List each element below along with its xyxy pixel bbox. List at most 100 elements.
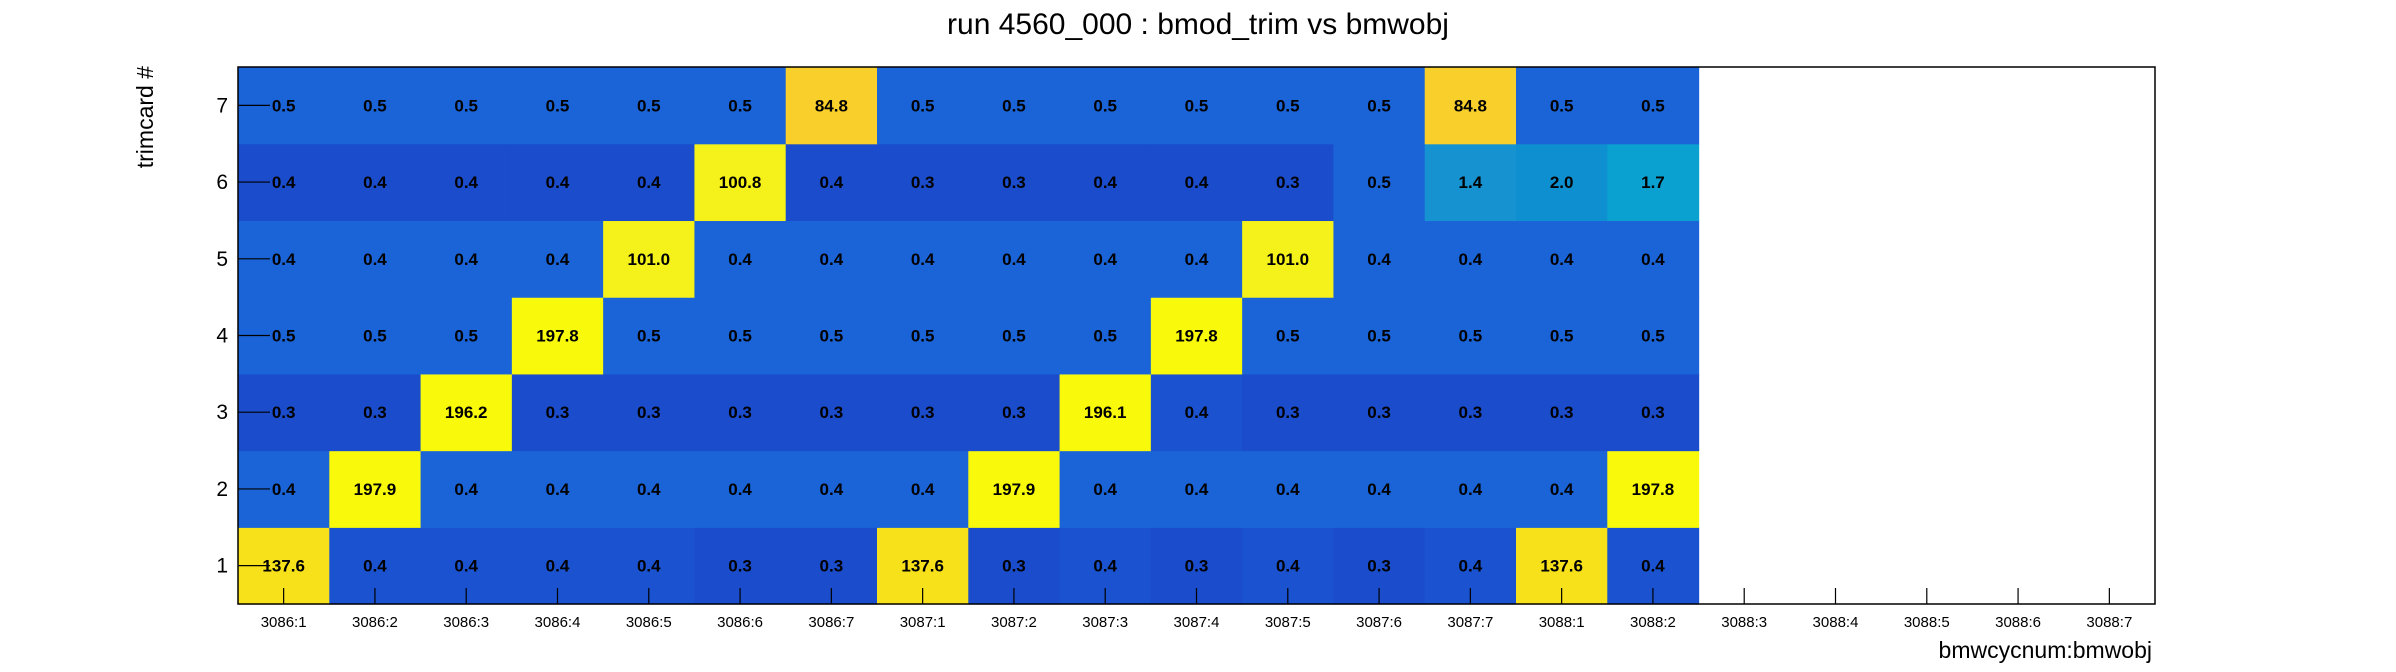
- cell-value-label: 0.5: [820, 327, 844, 346]
- cell-value-label: 0.4: [637, 173, 661, 192]
- cell-value-label: 0.5: [1093, 96, 1117, 115]
- cell-value-label: 0.4: [728, 480, 752, 499]
- cell-value-label: 0.4: [1185, 173, 1209, 192]
- heatmap-cell: [1424, 450, 1517, 528]
- heatmap-cell: [1424, 220, 1517, 298]
- cell-value-label: 0.5: [1185, 96, 1209, 115]
- cell-value-label: 0.5: [1550, 96, 1574, 115]
- cell-value-label: 0.4: [637, 480, 661, 499]
- heatmap-cell: [603, 373, 696, 452]
- heatmap-cell: [420, 373, 513, 452]
- cell-value-label: 0.5: [1002, 96, 1026, 115]
- cell-value-label: 197.8: [1632, 480, 1675, 499]
- heatmap-cell: [511, 143, 604, 222]
- x-tick-label: 3087:7: [1447, 614, 1493, 631]
- heatmap-cell: [603, 143, 696, 222]
- heatmap-cell: [877, 373, 969, 452]
- heatmap-cell: [1242, 220, 1335, 298]
- heatmap-cell: [1333, 297, 1426, 375]
- heatmap-cell: [785, 373, 878, 452]
- cell-value-label: 196.1: [1084, 403, 1127, 422]
- cell-value-label: 197.8: [1175, 327, 1218, 346]
- cell-value-label: 1.7: [1641, 173, 1665, 192]
- heatmap-cell: [1424, 297, 1517, 375]
- heatmap-cell: [329, 450, 422, 528]
- cell-value-label: 0.4: [546, 250, 570, 269]
- cell-value-label: 0.5: [1367, 96, 1391, 115]
- chart-title: run 4560_000 : bmod_trim vs bmwobj: [947, 8, 1449, 41]
- heatmap-cell: [785, 67, 878, 145]
- heatmap-cell: [1516, 220, 1608, 298]
- heatmap-cell: [694, 373, 787, 452]
- heatmap-cell: [1424, 373, 1517, 452]
- cell-value-label: 0.4: [454, 250, 478, 269]
- cell-value-label: 0.5: [1367, 327, 1391, 346]
- heatmap-cell: [420, 220, 513, 298]
- y-tick-label: 4: [216, 325, 228, 348]
- cell-value-label: 84.8: [815, 96, 848, 115]
- cell-value-label: 0.5: [637, 327, 661, 346]
- heatmap-cell: [1607, 143, 1700, 222]
- cell-value-label: 0.4: [728, 250, 752, 269]
- heatmap-cell: [329, 220, 422, 298]
- cell-value-label: 0.3: [637, 403, 661, 422]
- cell-value-label: 84.8: [1454, 96, 1487, 115]
- heatmap-cell: [1242, 450, 1335, 528]
- heatmap-cell: [785, 220, 878, 298]
- cell-value-label: 0.4: [1459, 250, 1483, 269]
- cell-value-label: 0.4: [820, 480, 844, 499]
- cell-value-label: 0.3: [363, 403, 387, 422]
- cell-value-label: 137.6: [901, 557, 944, 576]
- heatmap-cell: [877, 143, 969, 222]
- cell-value-label: 101.0: [628, 250, 671, 269]
- heatmap-cell: [1424, 67, 1517, 145]
- cell-value-label: 0.5: [911, 327, 935, 346]
- heatmap-cell: [1333, 67, 1426, 145]
- heatmap-cell: [1607, 297, 1700, 375]
- cell-value-label: 0.3: [272, 403, 296, 422]
- cell-value-label: 0.4: [1550, 250, 1574, 269]
- cell-value-label: 0.5: [454, 327, 478, 346]
- cell-value-label: 0.5: [1459, 327, 1483, 346]
- heatmap-cell: [1333, 143, 1426, 222]
- x-tick-label: 3087:5: [1265, 614, 1311, 631]
- heatmap-cell: [1059, 450, 1152, 528]
- cell-value-label: 137.6: [262, 557, 305, 576]
- y-tick-label: 5: [216, 248, 228, 271]
- heatmap-cell: [694, 297, 787, 375]
- x-tick-label: 3086:7: [808, 614, 854, 631]
- cell-value-label: 0.4: [546, 173, 570, 192]
- cell-value-label: 0.5: [1276, 96, 1300, 115]
- cell-value-label: 0.3: [1276, 403, 1300, 422]
- x-tick-label: 3088:4: [1813, 614, 1859, 631]
- heatmap-cell: [1059, 297, 1152, 375]
- cell-value-label: 0.3: [1641, 403, 1665, 422]
- cell-value-label: 0.5: [1550, 327, 1574, 346]
- cell-value-label: 0.4: [1641, 557, 1665, 576]
- heatmap-cell: [1150, 373, 1243, 452]
- heatmap-cell: [420, 450, 513, 528]
- cell-value-label: 0.4: [820, 173, 844, 192]
- cell-value-label: 2.0: [1550, 173, 1574, 192]
- cell-value-label: 0.5: [454, 96, 478, 115]
- cell-value-label: 0.4: [546, 557, 570, 576]
- cell-value-label: 0.4: [1459, 557, 1483, 576]
- heatmap-cell: [694, 67, 787, 145]
- x-tick-label: 3087:3: [1082, 614, 1128, 631]
- x-tick-label: 3086:6: [717, 614, 763, 631]
- cell-value-label: 0.5: [728, 327, 752, 346]
- heatmap-cell: [694, 220, 787, 298]
- heatmap-cell: [420, 297, 513, 375]
- cell-value-label: 0.5: [637, 96, 661, 115]
- cell-value-label: 0.4: [363, 173, 387, 192]
- heatmap-cell: [1333, 220, 1426, 298]
- x-tick-label: 3087:2: [991, 614, 1037, 631]
- cell-value-label: 100.8: [719, 173, 762, 192]
- heatmap-cell: [603, 220, 696, 298]
- cell-value-label: 0.4: [1185, 250, 1209, 269]
- heatmap-cell: [420, 67, 513, 145]
- cell-value-label: 0.4: [1367, 250, 1391, 269]
- x-tick-label: 3087:4: [1174, 614, 1220, 631]
- cell-value-label: 0.3: [820, 403, 844, 422]
